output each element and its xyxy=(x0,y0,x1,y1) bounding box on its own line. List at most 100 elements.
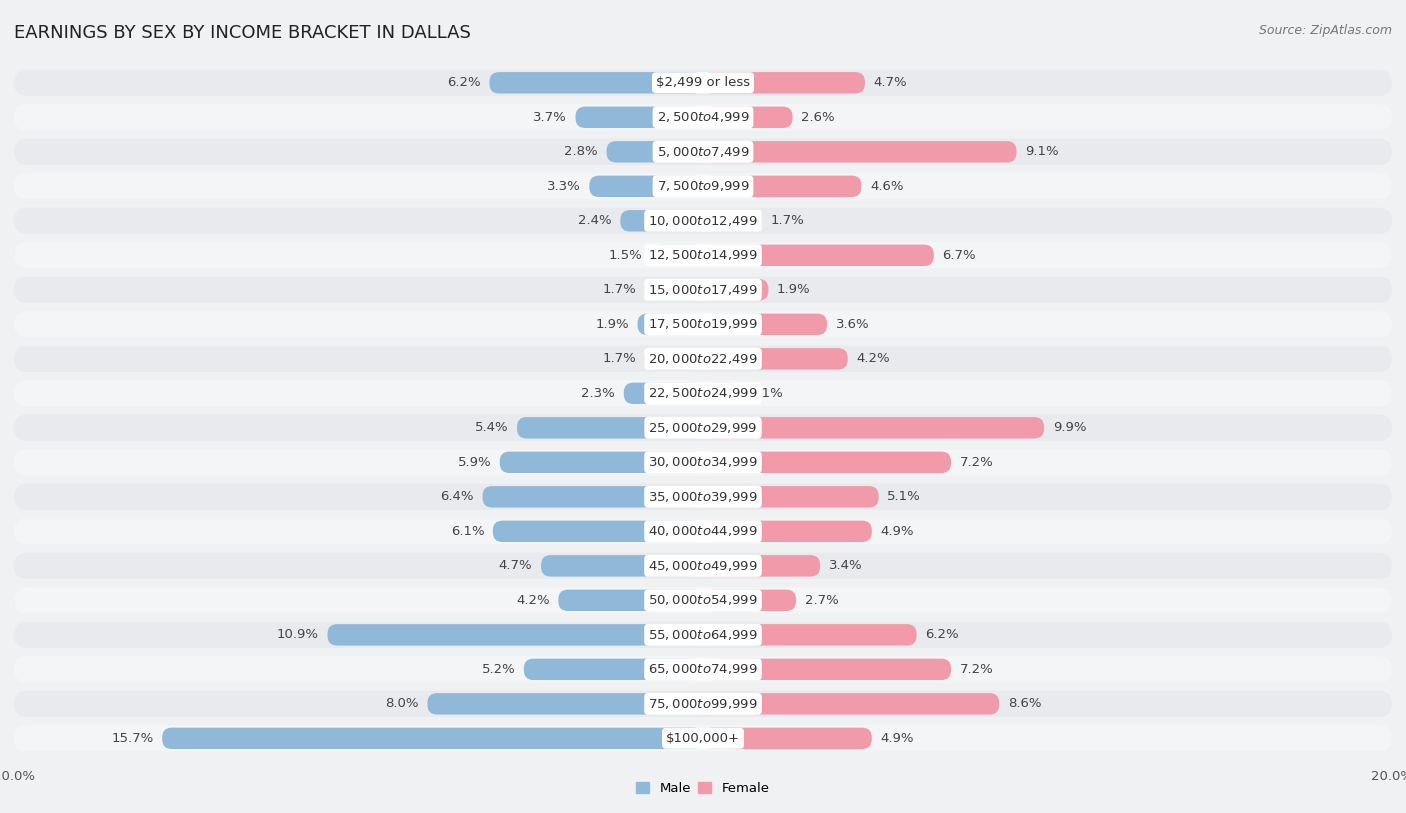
Text: 7.2%: 7.2% xyxy=(960,663,994,676)
FancyBboxPatch shape xyxy=(14,70,1392,96)
Text: $45,000 to $49,999: $45,000 to $49,999 xyxy=(648,559,758,573)
FancyBboxPatch shape xyxy=(703,279,769,301)
Text: 3.7%: 3.7% xyxy=(533,111,567,124)
Text: EARNINGS BY SEX BY INCOME BRACKET IN DALLAS: EARNINGS BY SEX BY INCOME BRACKET IN DAL… xyxy=(14,24,471,42)
Text: 3.6%: 3.6% xyxy=(835,318,869,331)
FancyBboxPatch shape xyxy=(499,452,703,473)
Text: $2,499 or less: $2,499 or less xyxy=(657,76,749,89)
Text: 7.2%: 7.2% xyxy=(960,456,994,469)
FancyBboxPatch shape xyxy=(703,486,879,507)
FancyBboxPatch shape xyxy=(644,279,703,301)
FancyBboxPatch shape xyxy=(558,589,703,611)
Text: $100,000+: $100,000+ xyxy=(666,732,740,745)
Text: 8.6%: 8.6% xyxy=(1008,698,1042,711)
Text: $65,000 to $74,999: $65,000 to $74,999 xyxy=(648,663,758,676)
Text: 5.1%: 5.1% xyxy=(887,490,921,503)
Text: 6.2%: 6.2% xyxy=(447,76,481,89)
Text: 9.9%: 9.9% xyxy=(1053,421,1087,434)
FancyBboxPatch shape xyxy=(14,207,1392,234)
FancyBboxPatch shape xyxy=(606,141,703,163)
Text: $40,000 to $44,999: $40,000 to $44,999 xyxy=(648,524,758,538)
FancyBboxPatch shape xyxy=(14,518,1392,545)
FancyBboxPatch shape xyxy=(14,346,1392,372)
FancyBboxPatch shape xyxy=(703,589,796,611)
FancyBboxPatch shape xyxy=(328,624,703,646)
Text: 4.9%: 4.9% xyxy=(880,732,914,745)
FancyBboxPatch shape xyxy=(14,276,1392,303)
FancyBboxPatch shape xyxy=(14,622,1392,648)
Text: $2,500 to $4,999: $2,500 to $4,999 xyxy=(657,111,749,124)
Text: $17,500 to $19,999: $17,500 to $19,999 xyxy=(648,317,758,332)
FancyBboxPatch shape xyxy=(14,725,1392,751)
Text: 2.6%: 2.6% xyxy=(801,111,835,124)
FancyBboxPatch shape xyxy=(703,520,872,542)
Text: 4.7%: 4.7% xyxy=(873,76,907,89)
Text: 6.1%: 6.1% xyxy=(451,525,484,538)
FancyBboxPatch shape xyxy=(14,415,1392,441)
Text: Source: ZipAtlas.com: Source: ZipAtlas.com xyxy=(1258,24,1392,37)
FancyBboxPatch shape xyxy=(524,659,703,680)
Text: 4.7%: 4.7% xyxy=(499,559,533,572)
Text: $30,000 to $34,999: $30,000 to $34,999 xyxy=(648,455,758,469)
Text: 6.7%: 6.7% xyxy=(942,249,976,262)
FancyBboxPatch shape xyxy=(14,553,1392,579)
FancyBboxPatch shape xyxy=(575,107,703,128)
FancyBboxPatch shape xyxy=(703,314,827,335)
Text: 5.9%: 5.9% xyxy=(457,456,491,469)
Legend: Male, Female: Male, Female xyxy=(631,776,775,800)
Text: 9.1%: 9.1% xyxy=(1025,146,1059,159)
FancyBboxPatch shape xyxy=(14,242,1392,268)
Text: $5,000 to $7,499: $5,000 to $7,499 xyxy=(657,145,749,159)
Text: 5.2%: 5.2% xyxy=(481,663,515,676)
FancyBboxPatch shape xyxy=(489,72,703,93)
FancyBboxPatch shape xyxy=(703,555,820,576)
FancyBboxPatch shape xyxy=(14,450,1392,476)
FancyBboxPatch shape xyxy=(637,314,703,335)
FancyBboxPatch shape xyxy=(703,624,917,646)
Text: 4.2%: 4.2% xyxy=(856,352,890,365)
FancyBboxPatch shape xyxy=(703,245,934,266)
Text: 2.8%: 2.8% xyxy=(564,146,598,159)
Text: $12,500 to $14,999: $12,500 to $14,999 xyxy=(648,248,758,263)
FancyBboxPatch shape xyxy=(703,383,741,404)
FancyBboxPatch shape xyxy=(517,417,703,438)
FancyBboxPatch shape xyxy=(14,656,1392,682)
FancyBboxPatch shape xyxy=(703,348,848,369)
FancyBboxPatch shape xyxy=(703,728,872,749)
FancyBboxPatch shape xyxy=(14,311,1392,337)
FancyBboxPatch shape xyxy=(703,141,1017,163)
FancyBboxPatch shape xyxy=(703,452,950,473)
Text: $22,500 to $24,999: $22,500 to $24,999 xyxy=(648,386,758,400)
Text: 10.9%: 10.9% xyxy=(277,628,319,641)
Text: 2.3%: 2.3% xyxy=(582,387,616,400)
Text: 2.7%: 2.7% xyxy=(804,593,838,606)
Text: 1.7%: 1.7% xyxy=(602,283,636,296)
FancyBboxPatch shape xyxy=(14,587,1392,614)
Text: 1.9%: 1.9% xyxy=(778,283,811,296)
FancyBboxPatch shape xyxy=(14,380,1392,406)
FancyBboxPatch shape xyxy=(541,555,703,576)
FancyBboxPatch shape xyxy=(703,659,950,680)
FancyBboxPatch shape xyxy=(703,693,1000,715)
FancyBboxPatch shape xyxy=(644,348,703,369)
FancyBboxPatch shape xyxy=(427,693,703,715)
FancyBboxPatch shape xyxy=(494,520,703,542)
FancyBboxPatch shape xyxy=(162,728,703,749)
Text: 3.3%: 3.3% xyxy=(547,180,581,193)
Text: 1.7%: 1.7% xyxy=(770,215,804,228)
Text: 1.9%: 1.9% xyxy=(595,318,628,331)
FancyBboxPatch shape xyxy=(703,210,762,232)
Text: 6.2%: 6.2% xyxy=(925,628,959,641)
FancyBboxPatch shape xyxy=(14,104,1392,130)
Text: $75,000 to $99,999: $75,000 to $99,999 xyxy=(648,697,758,711)
Text: $7,500 to $9,999: $7,500 to $9,999 xyxy=(657,180,749,193)
Text: 6.4%: 6.4% xyxy=(440,490,474,503)
FancyBboxPatch shape xyxy=(703,72,865,93)
FancyBboxPatch shape xyxy=(14,691,1392,717)
FancyBboxPatch shape xyxy=(14,139,1392,165)
Text: 4.6%: 4.6% xyxy=(870,180,904,193)
Text: 3.4%: 3.4% xyxy=(828,559,862,572)
FancyBboxPatch shape xyxy=(703,107,793,128)
FancyBboxPatch shape xyxy=(14,484,1392,510)
Text: 2.4%: 2.4% xyxy=(578,215,612,228)
